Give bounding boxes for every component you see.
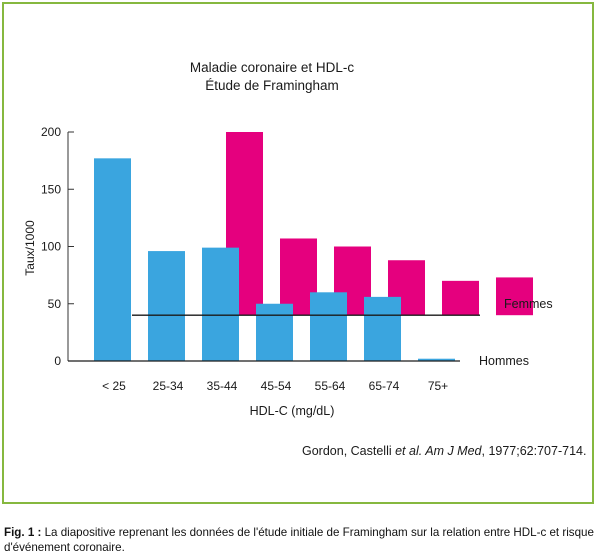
x-tick-label: 45-54 xyxy=(261,379,292,393)
figure-frame: Maladie coronaire et HDL-c Étude de Fram… xyxy=(2,2,594,504)
x-tick-labels: < 25 25-34 35-44 45-54 55-64 65-74 75+ xyxy=(102,379,448,393)
bar-femmes xyxy=(496,277,533,316)
x-tick-label: < 25 xyxy=(102,379,126,393)
x-tick-label: 65-74 xyxy=(369,379,400,393)
y-tick-label: 200 xyxy=(41,125,61,139)
chart-title: Maladie coronaire et HDL-c xyxy=(190,60,355,75)
y-tick-label: 0 xyxy=(54,354,61,368)
bar-hommes xyxy=(418,358,455,361)
x-tick-label: 35-44 xyxy=(207,379,238,393)
y-axis: 0 50 100 150 200 xyxy=(41,125,74,368)
femmes-series xyxy=(226,132,533,316)
bar-hommes xyxy=(94,158,131,361)
bar-hommes xyxy=(256,303,293,361)
y-tick-label: 100 xyxy=(41,240,61,254)
x-tick-label: 25-34 xyxy=(153,379,184,393)
citation-etal: et al. xyxy=(395,444,423,458)
bar-hommes xyxy=(364,296,401,361)
bar-hommes xyxy=(310,292,347,361)
x-tick-label: 75+ xyxy=(428,379,448,393)
bar-hommes xyxy=(202,247,239,361)
x-axis-label: HDL-C (mg/dL) xyxy=(250,404,335,418)
series-baselines xyxy=(68,314,480,362)
y-tick-label: 150 xyxy=(41,182,61,196)
y-tick-label: 50 xyxy=(48,297,62,311)
caption-label: Fig. 1 : xyxy=(4,526,42,539)
bar-femmes xyxy=(442,280,479,316)
citation: Gordon, Castelli et al. Am J Med, 1977;6… xyxy=(302,444,586,458)
chart-subtitle: Étude de Framingham xyxy=(205,78,339,93)
series-labels: Femmes Hommes xyxy=(479,297,553,368)
bar-hommes xyxy=(148,251,185,361)
caption-text: La diapositive reprenant les données de … xyxy=(4,526,594,554)
series-label-hommes: Hommes xyxy=(479,354,529,368)
y-axis-label: Taux/1000 xyxy=(23,220,37,276)
citation-ref: , 1977;62:707-714. xyxy=(481,444,587,458)
figure-caption: Fig. 1 : La diapositive reprenant les do… xyxy=(4,525,598,555)
citation-authors: Gordon, Castelli xyxy=(302,444,396,458)
citation-journal: Am J Med xyxy=(422,444,482,458)
hommes-series xyxy=(94,158,455,361)
chart: Maladie coronaire et HDL-c Étude de Fram… xyxy=(23,60,553,418)
x-tick-label: 55-64 xyxy=(315,379,346,393)
series-label-femmes: Femmes xyxy=(504,297,553,311)
